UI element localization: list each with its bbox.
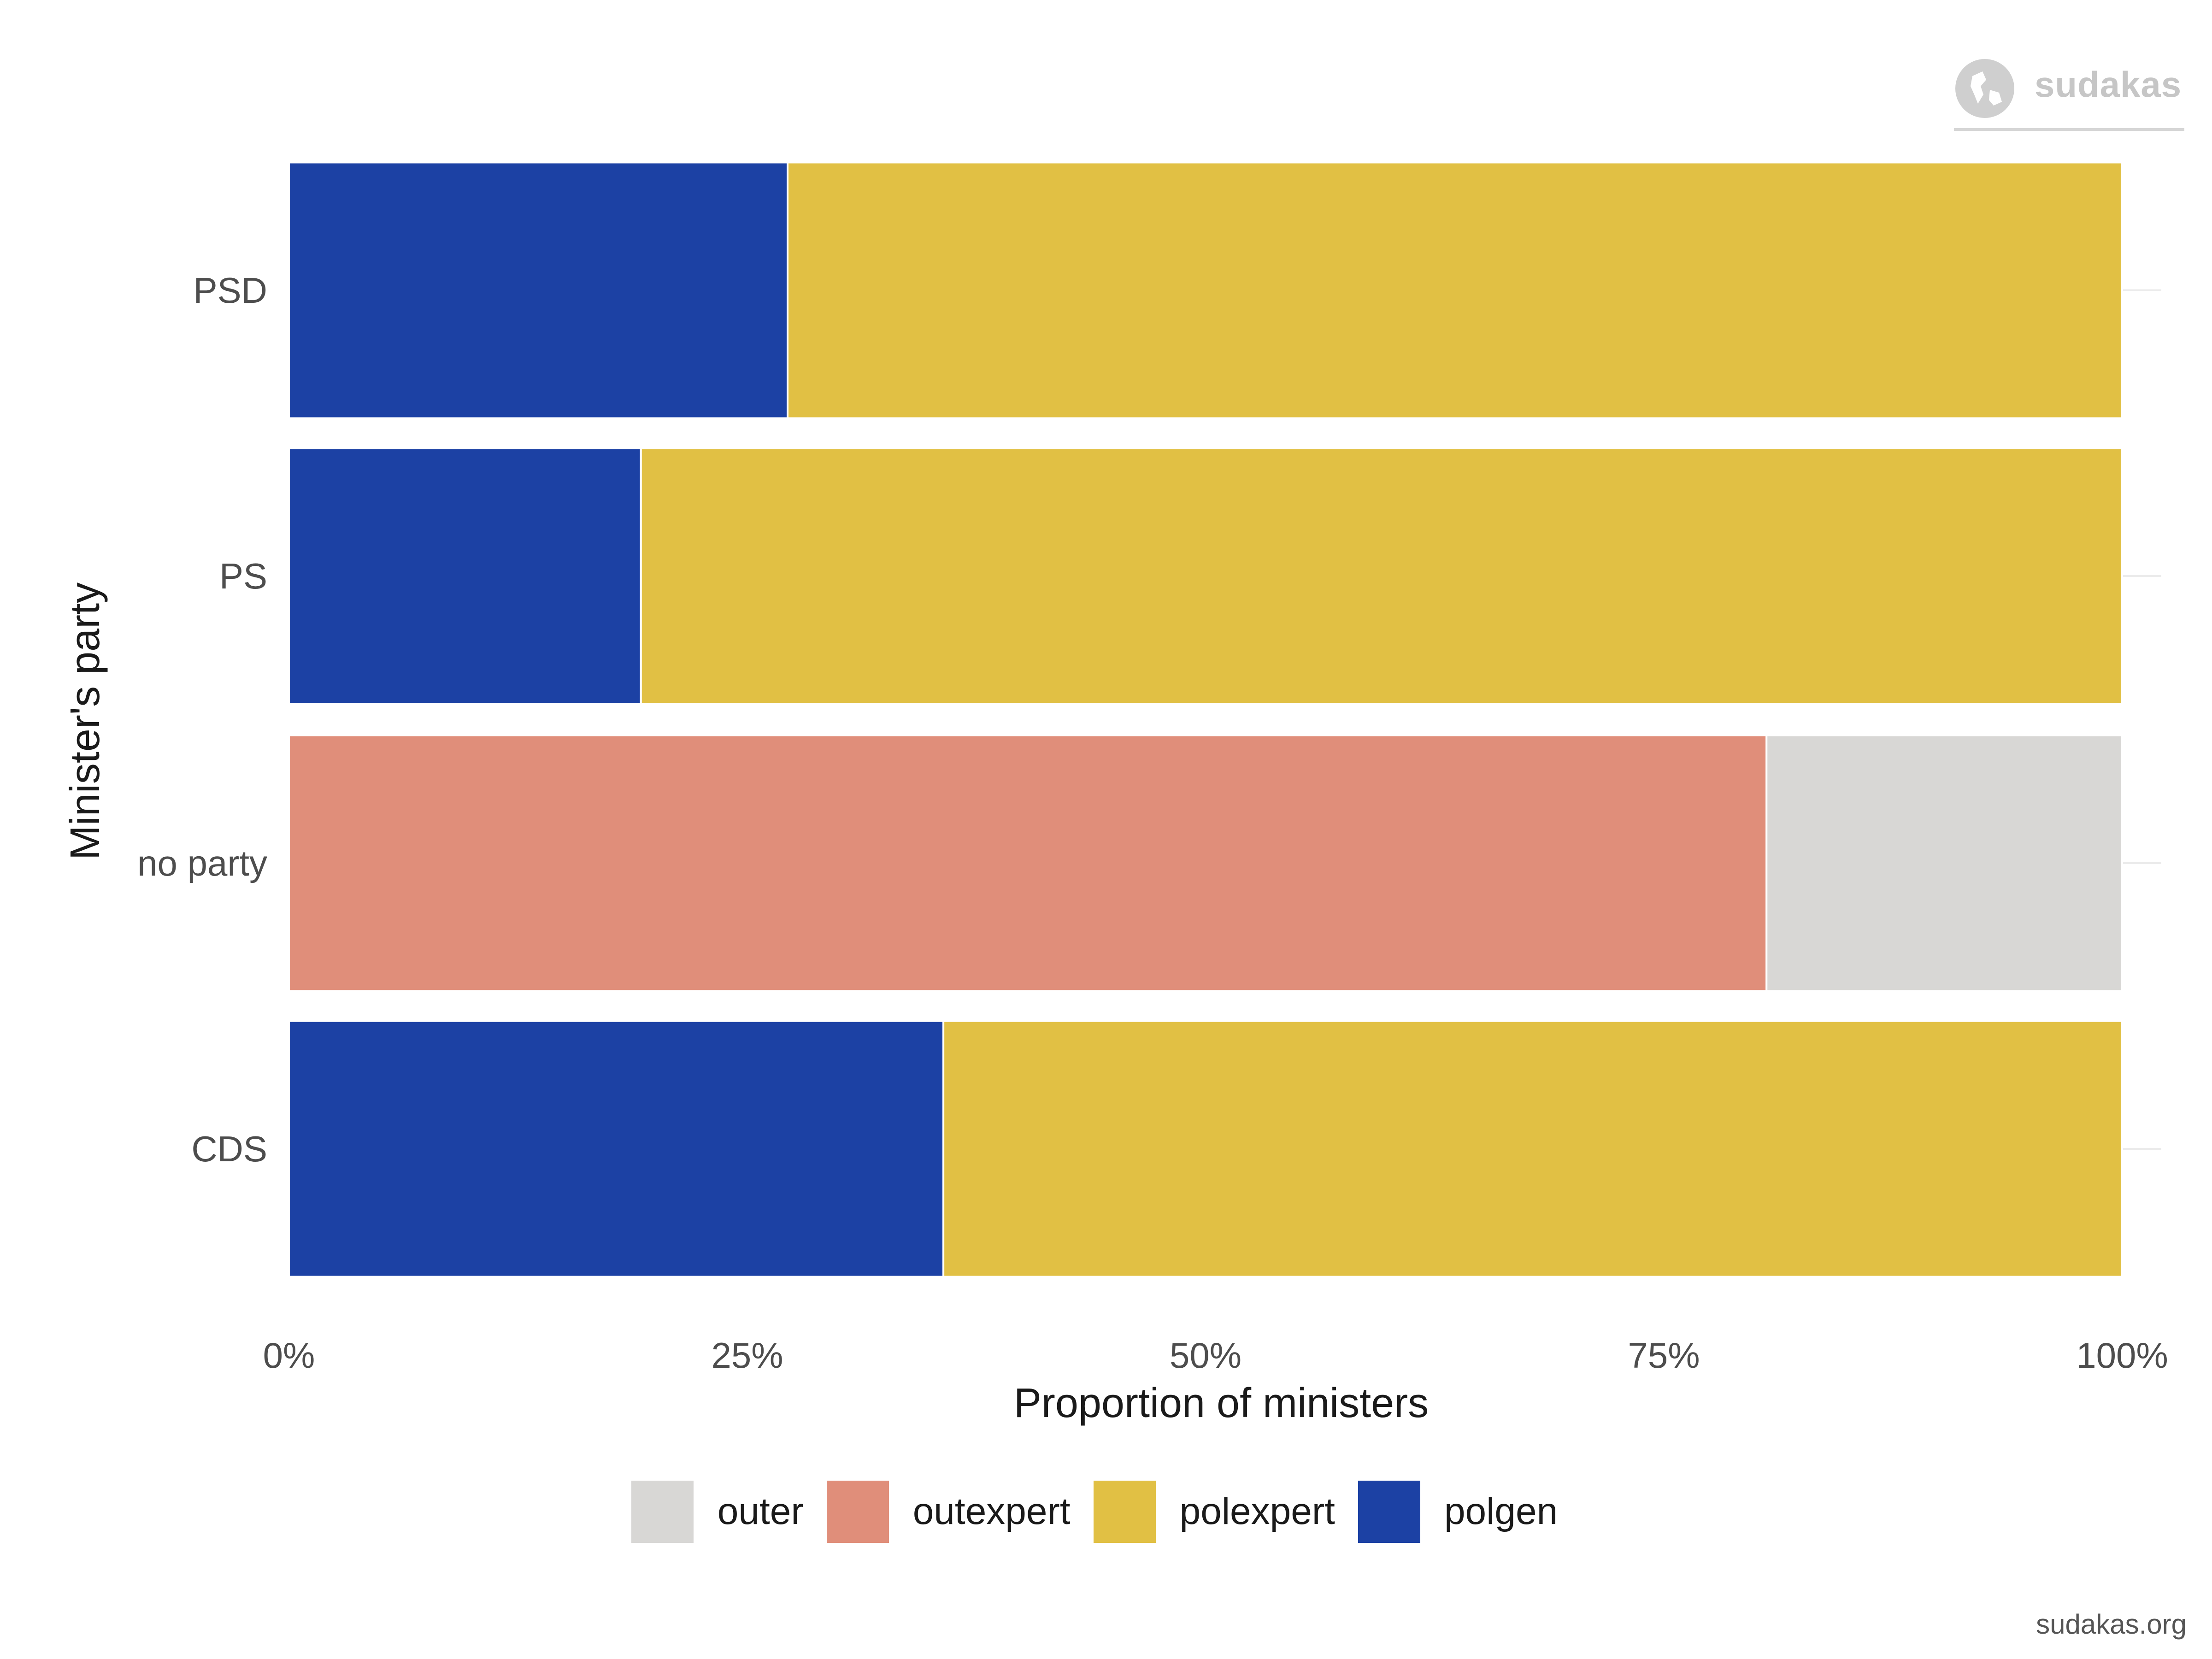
bar-outexpert-no-party xyxy=(288,734,1768,992)
legend-label: outer xyxy=(717,1490,804,1532)
bar-polexpert-cds xyxy=(942,1020,2123,1278)
logo-underline xyxy=(1954,128,2184,131)
legend-item-outer: outer xyxy=(631,1480,804,1543)
x-tick-label: 25% xyxy=(711,1335,783,1376)
y-tick-label: PSD xyxy=(194,270,267,311)
y-tick-labels: PSD PS no party CDS xyxy=(137,270,267,1169)
bar-polgen-cds xyxy=(288,1020,945,1278)
x-tick-labels: 0% 25% 50% 75% 100% xyxy=(263,1335,2168,1376)
bar-polgen-ps xyxy=(288,447,642,705)
x-axis-label: Proportion of ministers xyxy=(1014,1380,1429,1426)
bars xyxy=(288,161,2124,1278)
legend-label: polgen xyxy=(1444,1490,1558,1532)
y-tick-label: PS xyxy=(219,556,267,596)
logo-text: sudakas xyxy=(2035,64,2182,105)
globe-icon xyxy=(1955,59,2014,118)
legend-swatch xyxy=(631,1480,694,1543)
y-tick-label: no party xyxy=(137,843,267,883)
footer-source: sudakas.org xyxy=(2036,1609,2187,1640)
legend-item-polgen: polgen xyxy=(1358,1480,1558,1543)
legend-swatch xyxy=(1358,1480,1420,1543)
sudakas-logo: sudakas xyxy=(1954,55,2184,131)
y-tick-label: CDS xyxy=(191,1129,267,1169)
bar-polexpert-ps xyxy=(640,447,2124,705)
x-tick-label: 75% xyxy=(1628,1335,1700,1376)
x-tick-label: 50% xyxy=(1170,1335,1241,1376)
legend-swatch xyxy=(1093,1480,1156,1543)
x-tick-label: 0% xyxy=(263,1335,315,1376)
bar-polexpert-psd xyxy=(787,161,2123,419)
bar-outer-no-party xyxy=(1765,734,2124,992)
legend-label: outexpert xyxy=(912,1490,1071,1532)
legend-label: polexpert xyxy=(1179,1490,1335,1532)
y-axis-label: Minister's party xyxy=(62,582,108,860)
legend-item-polexpert: polexpert xyxy=(1093,1480,1335,1543)
bar-polgen-psd xyxy=(288,161,789,419)
legend: outer outexpert polexpert polgen xyxy=(0,1479,2212,1544)
legend-swatch xyxy=(826,1480,889,1543)
legend-item-outexpert: outexpert xyxy=(826,1480,1071,1543)
x-tick-label: 100% xyxy=(2076,1335,2168,1376)
